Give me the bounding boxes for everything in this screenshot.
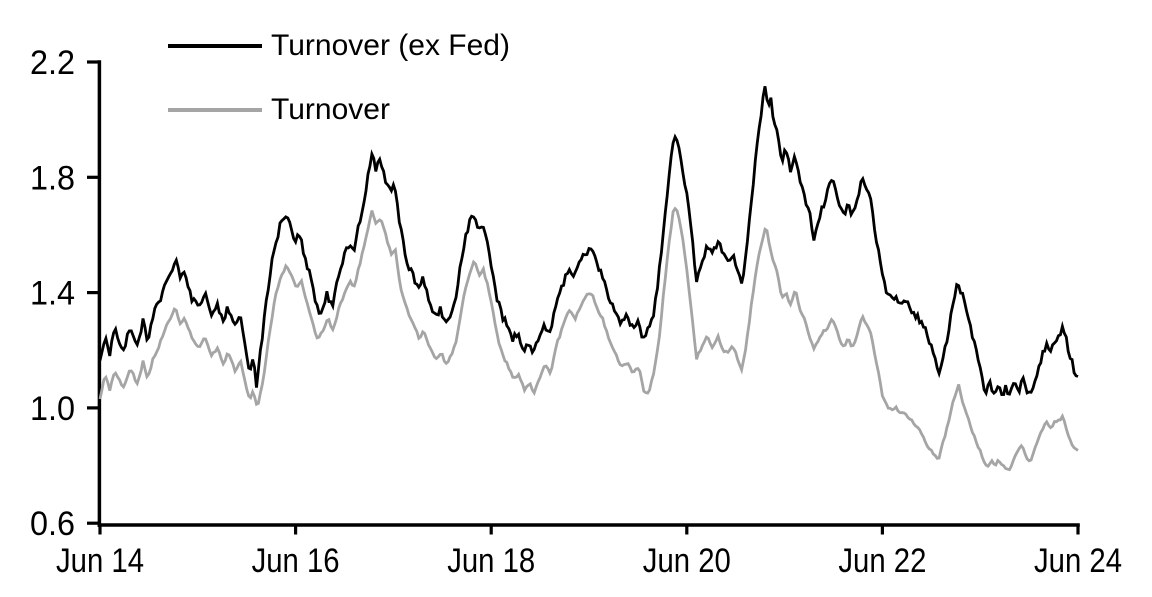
legend-line-turnover-ex-fed-icon <box>168 44 262 48</box>
legend-label-turnover: Turnover <box>271 93 390 126</box>
legend-entry-turnover: Turnover <box>168 80 510 140</box>
x-tick-label: Jun 22 <box>838 542 926 580</box>
legend-entry-turnover-ex-fed: Turnover (ex Fed) <box>168 16 510 76</box>
x-tick-label: Jun 14 <box>56 542 144 580</box>
x-tick-label: Jun 16 <box>252 542 340 580</box>
y-tick-label: 0.6 <box>30 505 75 543</box>
series-line-turnover <box>98 206 1079 472</box>
x-tick-label: Jun 20 <box>643 542 731 580</box>
legend-line-turnover-icon <box>168 108 262 112</box>
x-tick-label: Jun 18 <box>447 542 535 580</box>
x-tick-label: Jun 24 <box>1034 542 1122 580</box>
y-tick-label: 1.0 <box>30 390 75 428</box>
y-tick-label: 1.4 <box>30 275 75 313</box>
y-tick-label: 2.2 <box>30 44 75 82</box>
legend: Turnover (ex Fed) Turnover <box>168 16 510 140</box>
series-line-turnover-ex-fed <box>98 86 1079 397</box>
y-tick-label: 1.8 <box>30 159 75 197</box>
legend-label-turnover-ex-fed: Turnover (ex Fed) <box>271 29 510 62</box>
